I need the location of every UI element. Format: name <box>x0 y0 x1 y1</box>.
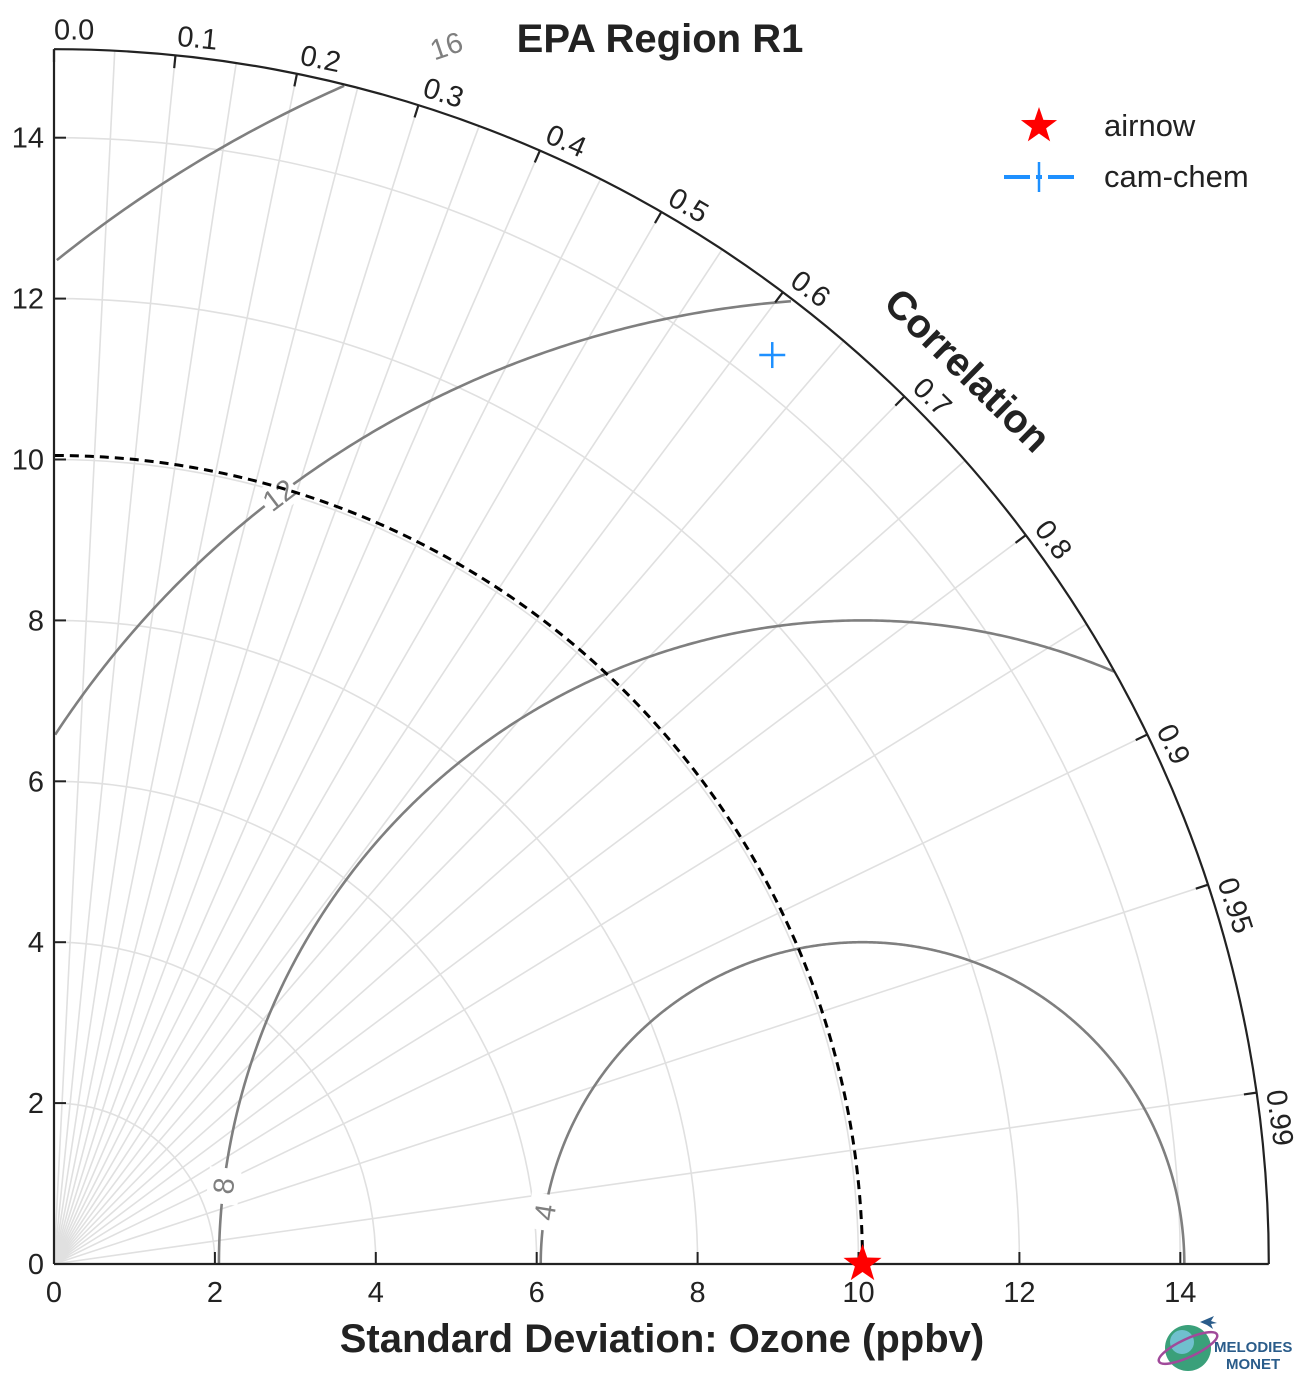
grid-layer <box>53 49 1257 1265</box>
correlation-tick <box>413 104 420 118</box>
x-tick-label: 12 <box>1003 1277 1035 1309</box>
correlation-grid-line <box>53 340 845 1265</box>
correlation-axis-label: Correlation <box>876 280 1059 461</box>
correlation-grid-line <box>53 50 116 1265</box>
rms-contour-label: 4 <box>529 1202 563 1223</box>
rms-label-bg <box>254 471 303 519</box>
correlation-tick-label: 0.0 <box>54 15 94 47</box>
std-grid-arc <box>53 136 1182 1265</box>
correlation-grid-line <box>53 178 602 1265</box>
correlation-tick <box>1014 534 1027 544</box>
correlation-grid-line <box>53 62 238 1265</box>
rms-contour <box>217 619 1115 1265</box>
correlation-grid-line <box>53 249 723 1265</box>
correlation-grid-line <box>53 150 541 1265</box>
correlation-grid-line <box>53 623 1087 1265</box>
y-tick-label: 2 <box>28 1088 44 1120</box>
legend-item-cam-chem[interactable]: cam-chem <box>1004 159 1249 194</box>
y-tick-label: 6 <box>28 766 44 798</box>
correlation-tick <box>894 395 906 407</box>
rms-contour <box>539 940 1186 1265</box>
correlation-tick <box>1243 1091 1257 1096</box>
correlation-tick <box>774 291 784 304</box>
x-tick-label: 0 <box>46 1277 62 1309</box>
std-grid-arc <box>53 458 860 1265</box>
correlation-grid-line <box>53 211 663 1265</box>
std-grid-arc <box>53 780 538 1265</box>
correlation-grid-line <box>53 459 966 1265</box>
outer-arc <box>53 48 1270 1265</box>
std-grid-arc <box>53 1102 216 1265</box>
correlation-grid-line <box>53 1091 1257 1265</box>
correlation-tick <box>654 211 663 224</box>
y-tick-label: 8 <box>28 605 44 637</box>
x-tick-label: 10 <box>842 1277 874 1309</box>
rms-label-bg <box>205 1166 242 1206</box>
rms-label-bg <box>424 24 469 67</box>
correlation-tick-label: 0.8 <box>1028 514 1078 565</box>
reference-std-arc <box>53 453 865 1265</box>
correlation-grid-line <box>53 395 905 1265</box>
correlation-tick <box>533 150 541 163</box>
point-cam-chem[interactable] <box>759 342 786 369</box>
y-tick-label: 4 <box>28 927 44 959</box>
chart-title: EPA Region R1 <box>517 17 804 61</box>
correlation-tick <box>293 73 299 87</box>
correlation-grid-line <box>53 291 784 1265</box>
correlation-grid-line <box>53 125 480 1265</box>
correlation-grid-line <box>53 534 1027 1265</box>
x-tick-label: 2 <box>207 1277 223 1309</box>
data-points <box>759 342 882 1281</box>
correlation-tick-label: 0.2 <box>297 40 343 79</box>
correlation-grid-line <box>53 73 298 1265</box>
melodies-monet-logo: MELODIES MONET <box>1157 1316 1292 1373</box>
correlation-grid-line <box>53 87 359 1265</box>
correlation-tick <box>173 55 177 69</box>
legend-marker-airnow <box>1020 107 1058 142</box>
x-tick-label: 4 <box>368 1277 384 1309</box>
correlation-tick-label: 0.4 <box>541 119 591 164</box>
legend-item-airnow[interactable]: airnow <box>1020 107 1196 143</box>
y-tick-label: 0 <box>28 1249 44 1281</box>
rms-contour-label: 8 <box>208 1176 242 1196</box>
x-tick-label: 8 <box>690 1277 706 1309</box>
correlation-tick-label: 0.1 <box>176 21 219 57</box>
correlation-tick-label: 0.95 <box>1211 874 1259 938</box>
correlation-tick <box>1135 733 1148 742</box>
y-tick-label: 12 <box>12 284 44 316</box>
correlation-tick <box>1195 883 1209 890</box>
std-grid-arc <box>53 941 377 1265</box>
y-tick-label: 14 <box>12 123 44 155</box>
legend[interactable]: airnow cam-chem <box>1004 107 1249 194</box>
std-grid-arc <box>53 619 699 1265</box>
rms-contour-label: 16 <box>426 27 467 68</box>
point-airnow[interactable] <box>843 1244 882 1281</box>
correlation-tick-label: 0.99 <box>1259 1088 1299 1148</box>
correlation-tick-label: 0.6 <box>784 264 835 314</box>
y-tick-label: 10 <box>12 445 44 477</box>
rms-contour-label: 12 <box>257 473 302 518</box>
rms-contour <box>56 84 345 262</box>
plane-icon <box>1200 1316 1217 1329</box>
legend-label-cam-chem: cam-chem <box>1104 159 1249 194</box>
x-tick-label: 14 <box>1164 1277 1196 1309</box>
logo-text-monet: MONET <box>1226 1356 1280 1373</box>
correlation-tick-label: 0.5 <box>663 182 714 230</box>
x-tick-label: 6 <box>529 1277 545 1309</box>
x-axis-label: Standard Deviation: Ozone (ppbv) <box>340 1317 984 1361</box>
rms-contour <box>54 299 792 736</box>
correlation-tick-label: 0.9 <box>1150 719 1196 769</box>
correlation-grid-line <box>53 55 177 1265</box>
correlation-grid-line <box>53 104 420 1265</box>
legend-label-airnow: airnow <box>1104 108 1196 143</box>
orbit-icon <box>1157 1330 1219 1366</box>
logo-text-melodies: MELODIES <box>1214 1339 1292 1356</box>
rms-label-bg <box>526 1191 564 1233</box>
std-grid-arc <box>53 297 1021 1265</box>
correlation-grid-line <box>53 883 1209 1265</box>
